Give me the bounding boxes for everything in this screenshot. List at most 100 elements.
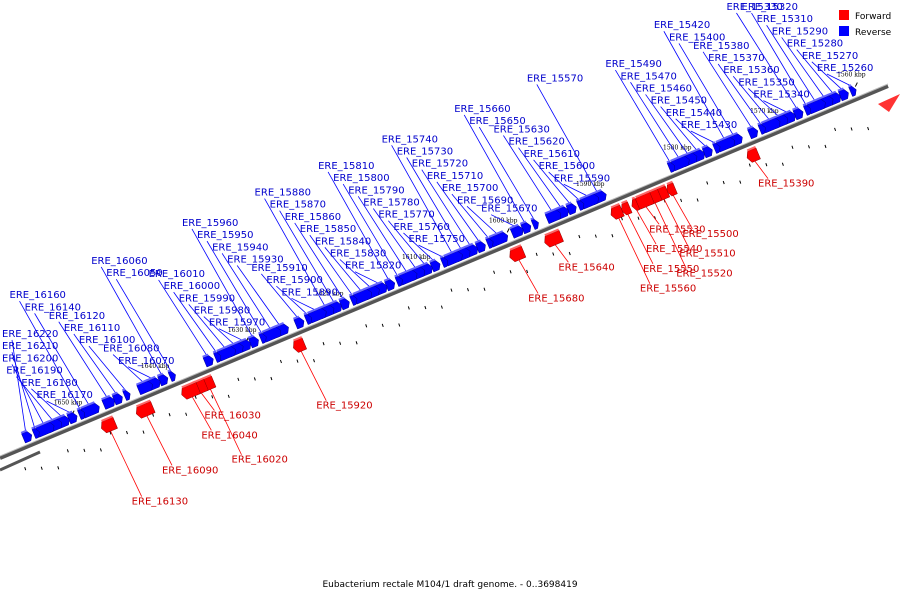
leader-layer [11,12,852,497]
gene-arrow-rim [509,223,519,230]
feature-tick [339,341,342,345]
gene-label: ERE_15620 [509,137,565,148]
gene-arrow [77,409,86,420]
gene-leader-line [436,181,480,243]
feature-tick [270,376,273,381]
gene-label: ERE_15870 [270,200,326,211]
gene-arrow-rim [80,401,95,409]
gene-arrow-rim [135,399,151,408]
gene-arrow [544,229,564,248]
gene-label: ERE_15420 [654,20,710,31]
gene-arrow [394,275,403,287]
feature-tick [450,288,453,292]
gene-label: ERE_15780 [363,198,419,209]
gene-arrow-rim [261,325,277,333]
gene-arrow-rim [373,280,383,287]
gene-arrow-rim [76,407,81,411]
gene-label: ERE_15810 [318,161,374,172]
gene-arrow-rim [247,334,254,339]
gene-leader-line [31,388,63,418]
gene-label: ERE_16060 [91,256,147,267]
gene-arrow [565,203,577,216]
gene-arrow [21,431,33,444]
feature-tick [722,180,725,185]
gene-arrow [157,374,169,387]
feature-tick [791,145,794,149]
gene-leader-line [354,271,380,285]
tick-label: 1630 kbp [228,327,257,334]
gene-leader-line [627,214,654,265]
feature-tick [637,216,640,220]
gene-leader-line [300,351,327,401]
gene-leader-line [678,43,734,136]
feature-tick [568,251,571,256]
gene-leader-line [203,316,235,345]
gene-arrow-rim [530,217,534,221]
gene-label: ERE_16010 [149,269,205,280]
gene-arrow-rim [701,144,708,149]
gene-label: ERE_16140 [25,302,81,313]
gene-label: ERE_16160 [10,290,66,301]
gene-label: ERE_15380 [693,41,749,52]
gene-leader-line [188,304,226,349]
gene-label: ERE_15750 [409,234,465,245]
gene-arrow-rim [348,293,353,297]
gene-leader-line [11,339,27,433]
gene-arrow-rim [237,337,247,344]
gene-leader-line [339,259,371,288]
gene-leader-line [736,12,798,110]
gene-leader-line [127,366,153,380]
tick-label: 1580 kbp [663,144,692,151]
feature-tick [509,270,512,274]
gene-leader-line [158,279,208,357]
gene-label: ERE_15760 [393,222,449,233]
gene-label: ERE_15730 [397,146,453,157]
legend-reverse-swatch [839,26,849,36]
feature-tick [57,466,60,470]
feature-tick [152,413,155,417]
gene-label: ERE_15360 [723,65,779,76]
gene-label: ERE_15560 [640,284,696,295]
legend-forward-swatch [839,10,849,20]
feature-tick [109,431,112,435]
gene-label: ERE_15260 [817,63,873,74]
gene-leader-line [466,205,498,235]
gene-arrow-rim [666,160,671,164]
gene-leader-line [276,285,308,315]
gene-leader-line [751,12,807,106]
gene-arrow-rim [488,230,504,238]
gene-label: ERE_16100 [79,335,135,346]
gene-label: ERE_15790 [348,185,404,196]
gene-label: ERE_15930 [227,255,283,266]
gene-leader-line [618,218,651,284]
gene-leader-line [146,415,173,466]
tick-label: 1590 kbp [576,181,605,188]
gene-label: ERE_15470 [620,71,676,82]
feature-tick [279,359,282,364]
gene-arrow-rim [464,242,474,249]
gene-leader-line [463,114,526,224]
gene-arrow-rim [121,388,126,392]
gene-leader-line [391,145,453,254]
feature-tick [126,430,128,435]
feature-tick [296,359,299,363]
gene-arrow [666,182,678,197]
gene-arrow-rim [760,116,776,124]
gene-arrow [701,146,713,159]
feature-tick [381,323,384,328]
gene-label: ERE_15850 [300,224,356,235]
gene-arrow-rim [575,198,580,202]
gene-leader-line [717,63,762,125]
gene-leader-line [173,291,217,353]
gene-arrow-rim [635,190,650,199]
feature-tick [739,180,742,184]
gene-arrow [485,237,494,249]
gene-label: ERE_15640 [558,262,614,273]
map-caption: Eubacterium rectale M104/1 draft genome.… [322,580,577,590]
gene-leader-line [115,278,172,372]
feature-tick [620,217,623,221]
legend-forward-label: Forward [855,12,891,22]
gene-arrow-rim [484,236,489,240]
genome-backbone [0,84,889,460]
gene-label: ERE_15310 [757,14,813,25]
